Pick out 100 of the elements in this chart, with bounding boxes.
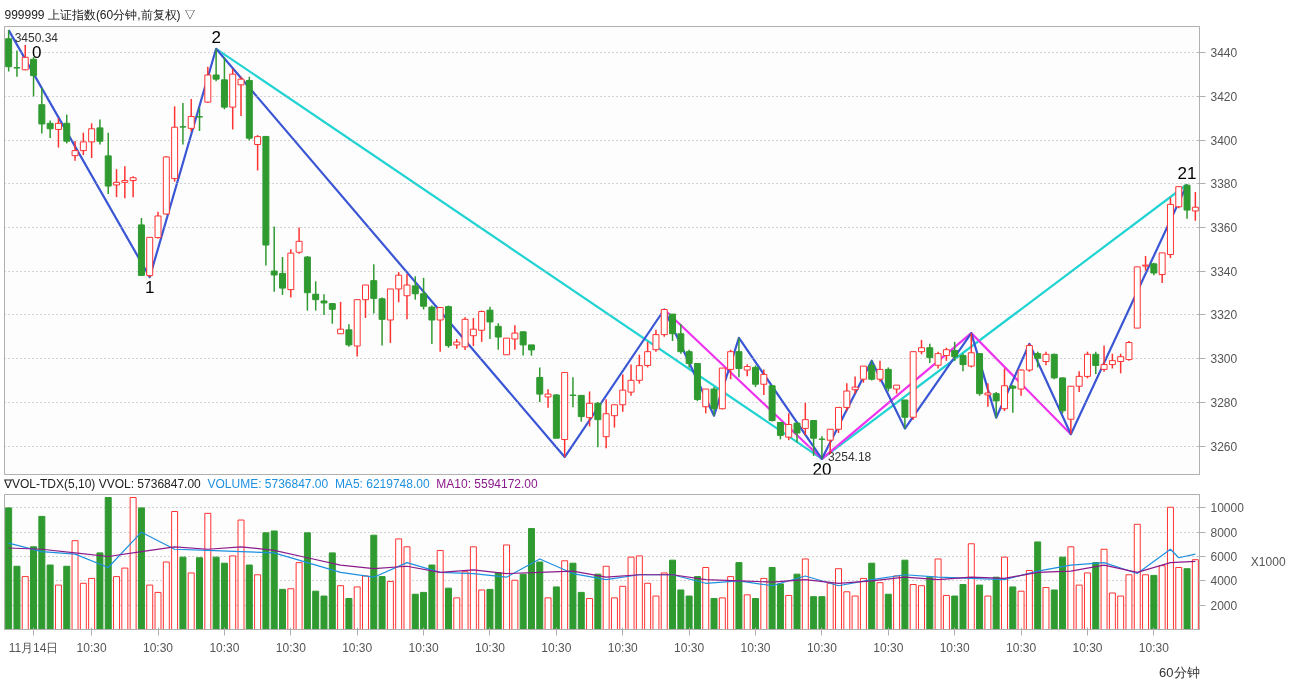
y-tick-label: 3260 (1210, 439, 1238, 454)
candlestick (320, 293, 328, 316)
annotation: 2 (211, 27, 221, 47)
candlestick (544, 388, 552, 409)
bar (743, 594, 751, 630)
candlestick (984, 382, 992, 408)
bar (54, 584, 62, 630)
candlestick (1092, 350, 1100, 375)
bar (63, 565, 71, 630)
bar (137, 507, 145, 630)
bar (1034, 541, 1042, 630)
candlestick (196, 107, 203, 132)
bar (702, 566, 710, 630)
y-tick-label: 10000 (1210, 501, 1245, 516)
candlestick (30, 56, 38, 98)
candlestick (801, 402, 809, 436)
line-series (8, 546, 1196, 584)
candlestick (378, 296, 386, 347)
bar (793, 573, 801, 630)
candlestick (876, 359, 884, 383)
bar (544, 597, 552, 630)
candlestick (1191, 191, 1199, 222)
candlestick (594, 401, 602, 448)
bar (179, 556, 187, 630)
y-tick-label: 8000 (1210, 525, 1238, 540)
annotation: 21 (1177, 163, 1197, 183)
candlestick (793, 421, 801, 443)
x-tick-label: 10:30 (1006, 640, 1037, 655)
candlestick (494, 322, 502, 351)
bar (967, 543, 975, 630)
annotation: 1 (145, 278, 155, 298)
x-tick-label: 10:30 (342, 640, 373, 655)
x-tick-label: 10:30 (209, 640, 240, 655)
x-tick-label: 10:30 (143, 640, 174, 655)
y-tick-label: 3320 (1210, 308, 1238, 323)
candlestick (254, 134, 262, 172)
candlestick (851, 375, 859, 395)
candlestick (577, 394, 585, 423)
bar (196, 557, 203, 630)
candlestick (735, 337, 743, 378)
candlestick (295, 226, 303, 255)
x-tick-label: 10:30 (76, 640, 107, 655)
bar (46, 564, 54, 630)
y-tick-label: 3340 (1210, 264, 1238, 279)
candlestick (752, 364, 760, 388)
y-tick-label: 3380 (1210, 177, 1238, 192)
bar (561, 560, 569, 630)
x-tick-label: 10:30 (939, 640, 971, 655)
bar (884, 593, 892, 630)
y-tick-label: 3300 (1210, 352, 1238, 367)
candlestick (436, 306, 444, 353)
bar (1009, 586, 1017, 630)
candlestick (926, 343, 934, 364)
x-tick-label: 10:30 (806, 640, 838, 655)
candlestick (187, 98, 195, 133)
candlestick (312, 280, 320, 312)
candlestick (710, 386, 718, 417)
bar (992, 576, 1000, 630)
candlestick (569, 376, 577, 408)
candlestick (345, 323, 353, 348)
bar (345, 597, 353, 630)
y-tick-label: 3420 (1210, 89, 1238, 104)
bar (735, 562, 743, 630)
bar (204, 512, 212, 630)
bar (187, 572, 195, 630)
bar (926, 576, 934, 630)
x-tick-label: 10:30 (674, 640, 705, 655)
y-tick-label: 3400 (1210, 133, 1238, 148)
x-tick-label: 10:30 (1138, 640, 1170, 655)
bar (1183, 568, 1191, 630)
bar (876, 582, 884, 630)
candlestick (901, 399, 909, 430)
x-tick-label: 10:30 (1072, 640, 1103, 655)
x-tick-label: 10:30 (607, 640, 639, 655)
bar (594, 573, 602, 630)
bar (752, 597, 760, 630)
bar (710, 597, 718, 630)
candlestick (810, 419, 818, 457)
bar (760, 577, 768, 630)
chart-title: ∇VOL-TDX(5,10) VVOL: 5736847.00 (4, 477, 201, 491)
candlestick (13, 49, 21, 78)
x-tick-label: 11月14日 (8, 640, 59, 655)
y-tick-label: 3360 (1210, 221, 1238, 236)
candlestick (967, 332, 975, 369)
y-tick-label: 4000 (1210, 574, 1238, 589)
bar (1191, 559, 1199, 630)
bar (976, 584, 984, 630)
bar (785, 594, 793, 630)
candlestick (370, 263, 378, 315)
x-tick-label: 10:30 (408, 640, 439, 655)
candlestick (536, 366, 544, 403)
bar (337, 585, 345, 630)
candlestick (212, 48, 220, 82)
candlestick (1001, 367, 1008, 412)
y-tick-label: 6000 (1210, 550, 1238, 565)
x-tick-label: 10:30 (275, 640, 307, 655)
bar (984, 595, 992, 630)
text: MA5: 6219748.00 (334, 477, 430, 491)
text: X1000 (1250, 555, 1286, 569)
candlestick (38, 86, 46, 135)
